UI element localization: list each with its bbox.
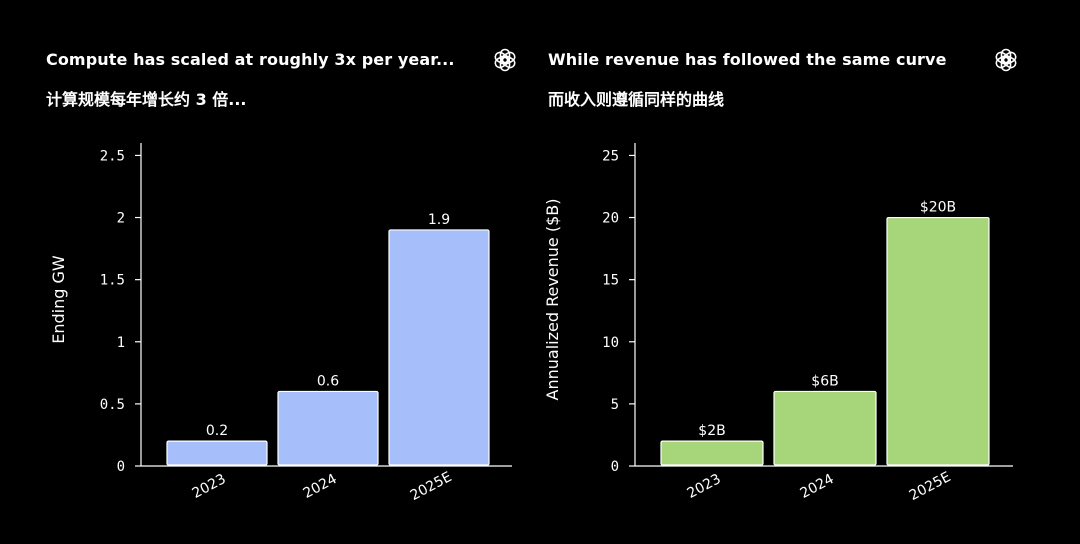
chart-title: Compute has scaled at roughly 3x per yea… — [46, 50, 455, 69]
openai-logo-icon — [494, 48, 516, 72]
y-tick-label: 15 — [602, 273, 619, 289]
chart-panel-revenue: While revenue has followed the same curv… — [540, 0, 1080, 544]
y-tick-label: 0 — [117, 459, 125, 475]
x-tick-label: 2024 — [798, 471, 837, 502]
y-axis-label: Ending GW — [49, 255, 68, 344]
compute-bar-chart: 0 0.5 1 1.5 2 2.5 Ending GW 0.2 2023 0.6 2024 1.9 20… — [49, 143, 512, 504]
bar-2025E — [388, 229, 490, 466]
chart-subtitle: 计算规模每年增长约 3 倍... — [46, 90, 247, 109]
y-tick-label: 2.5 — [100, 148, 125, 164]
y-tick-label: 20 — [602, 211, 619, 227]
x-tick-label: 2025E — [907, 469, 954, 504]
bar-2025E — [886, 216, 990, 466]
bar-2024 — [773, 390, 877, 466]
y-tick-label: 0 — [611, 459, 619, 475]
data-label: $20B — [920, 200, 956, 216]
data-label: 1.9 — [428, 212, 450, 228]
x-tick-label: 2024 — [301, 471, 340, 502]
bar-2024 — [277, 390, 379, 466]
bar-2023 — [166, 440, 268, 466]
data-label: 0.2 — [206, 423, 228, 439]
y-tick-label: 2 — [117, 211, 125, 227]
chart-title: While revenue has followed the same curv… — [548, 50, 947, 69]
bar-2023 — [660, 440, 764, 466]
chart-panel-compute: Compute has scaled at roughly 3x per yea… — [46, 48, 516, 504]
y-tick-label: 5 — [611, 397, 619, 413]
data-label: $6B — [811, 373, 838, 389]
x-tick-label: 2023 — [685, 471, 724, 502]
x-tick-label: 2023 — [190, 471, 229, 502]
y-tick-label: 25 — [602, 148, 619, 164]
y-tick-label: 0.5 — [100, 397, 125, 413]
y-tick-label: 1.5 — [100, 273, 125, 289]
data-label: $2B — [698, 423, 725, 439]
y-tick-label: 1 — [117, 335, 125, 351]
openai-logo-icon — [995, 48, 1017, 72]
y-axis-label: Annualized Revenue ($B) — [543, 199, 562, 401]
y-tick-label: 10 — [602, 335, 619, 351]
x-tick-label: 2025E — [408, 469, 455, 504]
chart-subtitle: 而收入则遵循同样的曲线 — [548, 90, 725, 109]
revenue-bar-chart: 0 5 10 15 20 25 Annualized Revenue ($B) $2B 2023… — [543, 143, 1013, 504]
data-label: 0.6 — [317, 373, 339, 389]
